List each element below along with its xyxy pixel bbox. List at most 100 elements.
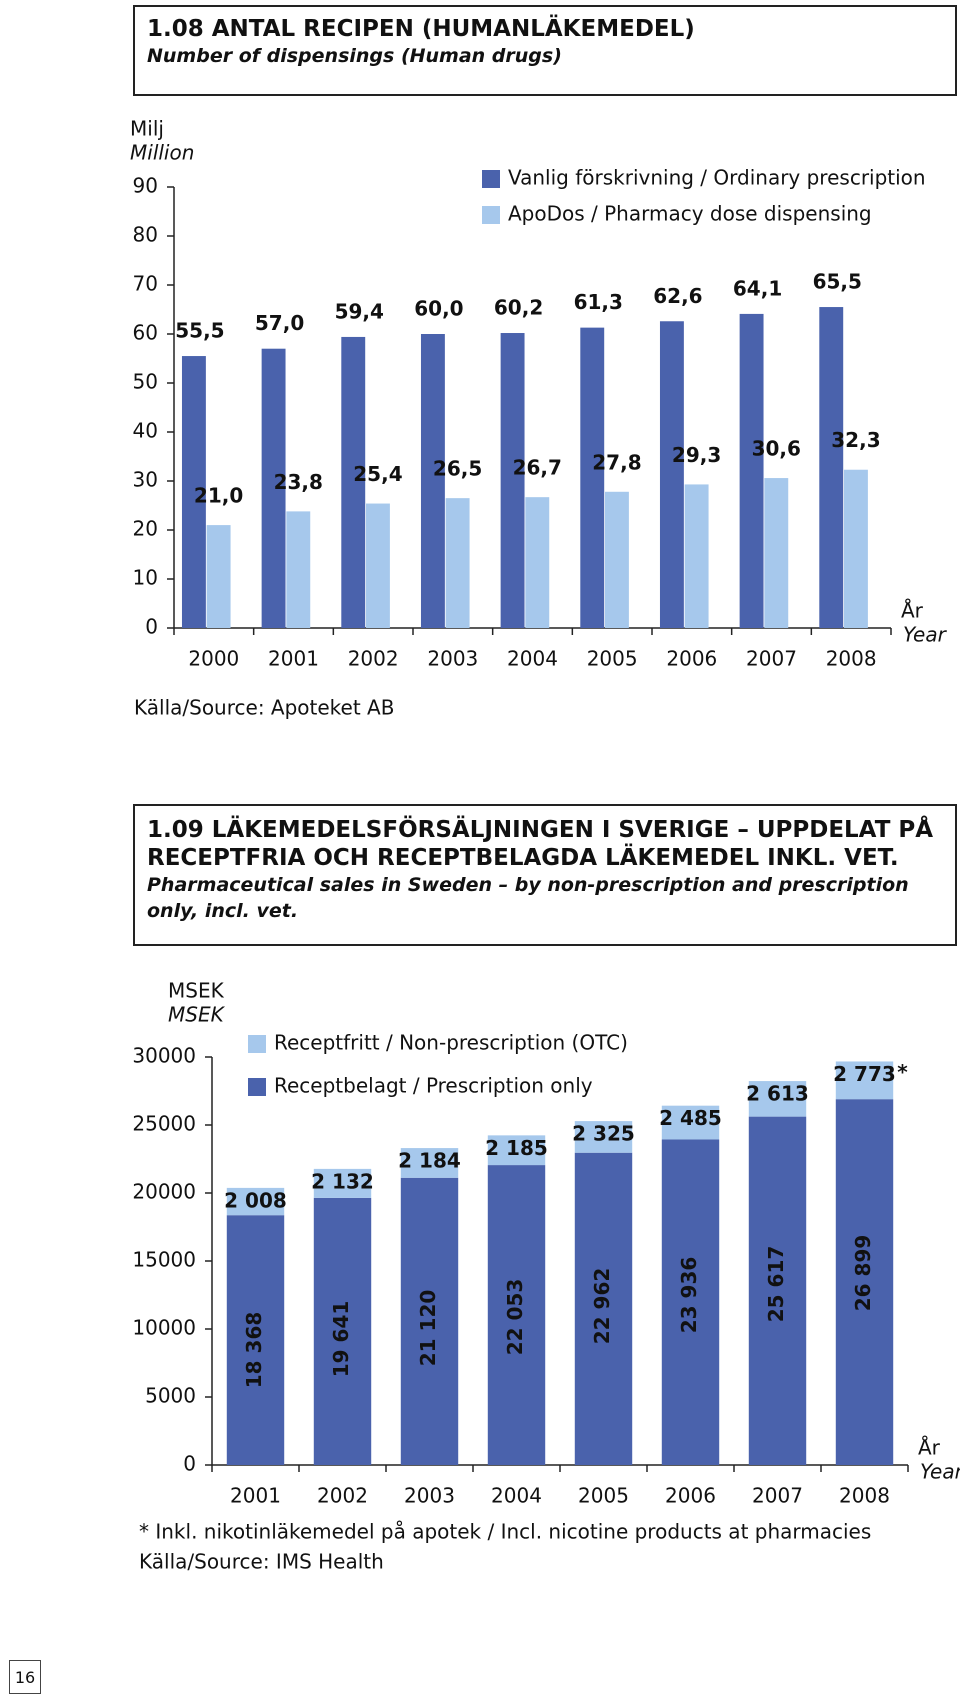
- bar-segment: [835, 1099, 894, 1465]
- bar-segment: [487, 1165, 546, 1465]
- title-box: 1.08 ANTAL RECIPEN (HUMANLÄKEMEDEL) Numb…: [133, 5, 957, 96]
- bar: [659, 321, 684, 628]
- x-axis-label: År: [918, 1436, 941, 1460]
- legend-label: Vanlig förskrivning / Ordinary prescript…: [508, 166, 926, 190]
- x-tick-label: 2008: [826, 647, 877, 671]
- value-label: 25,4: [353, 462, 402, 486]
- x-tick-label: 2000: [188, 647, 239, 671]
- x-tick-label: 2002: [317, 1484, 368, 1508]
- bar-segment: [313, 1168, 372, 1198]
- chart-subtitle: Pharmaceutical sales in Sweden – by non-…: [147, 874, 909, 922]
- bar: [181, 356, 206, 628]
- x-tick-label: 2006: [666, 647, 717, 671]
- value-label: 21 120: [416, 1290, 440, 1367]
- x-axis-label: Year: [903, 623, 948, 647]
- y-tick-label: 15000: [132, 1248, 196, 1272]
- bar: [500, 333, 525, 628]
- bar-segment: [400, 1177, 459, 1465]
- value-label: 26,5: [433, 457, 482, 481]
- value-label: 32,3: [831, 428, 880, 452]
- value-label: 59,4: [335, 299, 384, 323]
- bar: [261, 348, 286, 628]
- value-label: 2 613: [746, 1082, 809, 1106]
- y-tick-label: 20: [133, 517, 158, 541]
- legend-swatch: [482, 206, 500, 224]
- y-tick-label: 30: [133, 468, 158, 492]
- x-tick-label: 2001: [268, 647, 319, 671]
- y-axis-label: Million: [130, 141, 194, 165]
- page-number: 16: [9, 1660, 41, 1694]
- y-axis-label: Milj: [130, 117, 164, 141]
- footnote: * Inkl. nikotinläkemedel på apotek / Inc…: [139, 1520, 871, 1544]
- chart-subtitle: Number of dispensings (Human drugs): [147, 45, 562, 67]
- y-axis-label: MSEK: [168, 1003, 226, 1027]
- bar: [286, 511, 311, 628]
- x-tick-label: 2007: [752, 1484, 803, 1508]
- bar-segment: [748, 1081, 807, 1117]
- bar: [365, 503, 390, 628]
- y-tick-label: 30000: [132, 1044, 196, 1068]
- value-label: 2 485: [659, 1106, 722, 1130]
- value-label: 25 617: [764, 1246, 788, 1323]
- value-label: 21,0: [194, 484, 243, 508]
- source: Källa/Source: Apoteket AB: [134, 696, 394, 720]
- y-tick-label: 10000: [132, 1316, 196, 1340]
- y-tick-label: 50: [133, 370, 158, 394]
- legend-swatch: [482, 170, 500, 188]
- x-tick-label: 2007: [746, 647, 797, 671]
- y-tick-label: 10: [133, 566, 158, 590]
- value-label: 65,5: [813, 270, 862, 294]
- value-label: 62,6: [653, 284, 702, 308]
- x-axis-label: År: [901, 599, 924, 623]
- x-tick-label: 2005: [578, 1484, 629, 1508]
- bar-segment: [313, 1197, 372, 1465]
- y-tick-label: 25000: [132, 1112, 196, 1136]
- value-label: 26,7: [513, 456, 562, 480]
- bar: [420, 334, 445, 628]
- x-tick-label: 2008: [839, 1484, 890, 1508]
- value-label: 23,8: [274, 470, 323, 494]
- value-label: 2 008: [224, 1188, 287, 1212]
- bar-segment: [226, 1215, 285, 1465]
- bar: [525, 497, 550, 628]
- bar: [739, 313, 764, 628]
- bar-segment: [226, 1187, 285, 1216]
- y-tick-label: 70: [133, 272, 158, 296]
- bar-segment: [661, 1105, 720, 1140]
- annotation: *: [897, 1060, 908, 1084]
- value-label: 2 184: [398, 1149, 461, 1173]
- bar-segment: [574, 1152, 633, 1465]
- value-label: 2 185: [485, 1136, 548, 1160]
- value-label: 60,0: [414, 297, 463, 321]
- value-label: 19 641: [329, 1301, 353, 1378]
- bar-segment: [574, 1121, 633, 1153]
- bar: [604, 491, 629, 628]
- x-tick-label: 2003: [404, 1484, 455, 1508]
- value-label: 18 368: [242, 1312, 266, 1389]
- chart-title: 1.09 LÄKEMEDELSFÖRSÄLJNINGEN I SVERIGE –…: [147, 817, 934, 871]
- bar: [764, 478, 789, 628]
- value-label: 61,3: [574, 290, 623, 314]
- y-tick-label: 80: [133, 223, 158, 247]
- x-tick-label: 2003: [427, 647, 478, 671]
- legend-label: Receptfritt / Non-prescription (OTC): [274, 1031, 628, 1055]
- value-label: 26 899: [851, 1235, 875, 1312]
- bar: [206, 525, 231, 628]
- y-tick-label: 20000: [132, 1180, 196, 1204]
- bar-segment: [487, 1135, 546, 1166]
- x-tick-label: 2005: [587, 647, 638, 671]
- y-tick-label: 0: [183, 1452, 196, 1476]
- y-tick-label: 5000: [145, 1384, 196, 1408]
- value-label: 29,3: [672, 443, 721, 467]
- value-label: 23 936: [677, 1257, 701, 1334]
- legend-label: Receptbelagt / Prescription only: [274, 1074, 593, 1098]
- legend-label: ApoDos / Pharmacy dose dispensing: [508, 202, 872, 226]
- y-tick-label: 0: [145, 615, 158, 639]
- legend-swatch: [248, 1078, 266, 1096]
- title-box: 1.09 LÄKEMEDELSFÖRSÄLJNINGEN I SVERIGE –…: [133, 804, 957, 946]
- bar-segment: [661, 1139, 720, 1465]
- x-tick-label: 2002: [348, 647, 399, 671]
- value-label: 64,1: [733, 276, 782, 300]
- source: Källa/Source: IMS Health: [139, 1550, 384, 1574]
